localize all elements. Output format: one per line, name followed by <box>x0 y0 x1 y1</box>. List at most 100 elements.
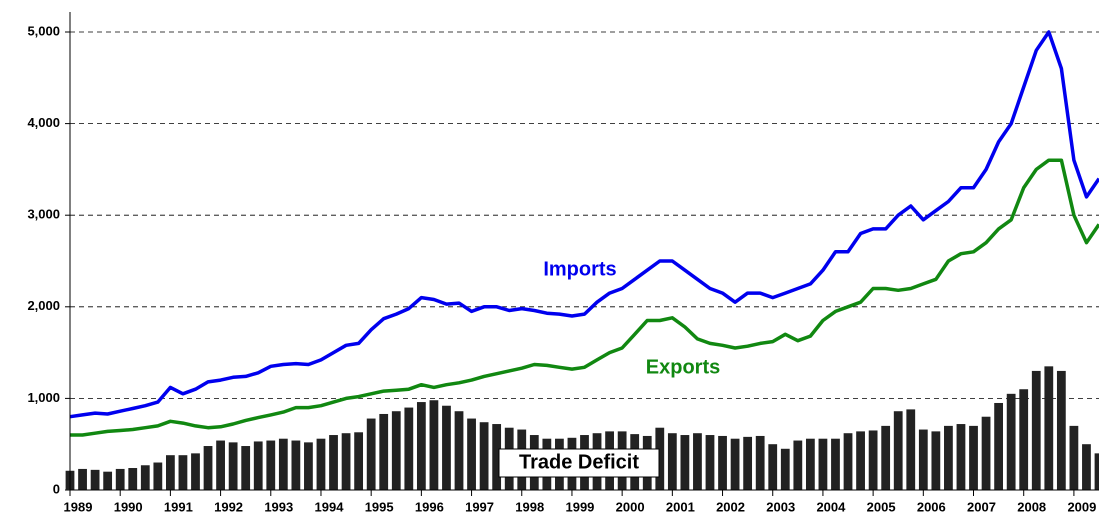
x-tick-label: 1990 <box>114 499 143 514</box>
bar <box>1006 393 1016 490</box>
bar <box>1031 370 1041 490</box>
bar <box>693 433 702 490</box>
bar <box>1069 425 1079 490</box>
series-label: Imports <box>543 258 616 280</box>
bar <box>718 435 727 490</box>
bar <box>667 433 677 490</box>
bar <box>391 411 401 490</box>
bar <box>1082 444 1091 490</box>
bar <box>1056 370 1066 490</box>
y-tick-label: 3,000 <box>27 207 60 222</box>
x-tick-label: 1998 <box>515 499 544 514</box>
bar <box>780 448 790 490</box>
bar <box>316 438 326 490</box>
bar <box>128 468 138 490</box>
bar <box>1094 453 1099 490</box>
line <box>69 30 1099 419</box>
x-tick-label: 1992 <box>214 499 243 514</box>
x-tick-label: 1993 <box>264 499 293 514</box>
y-tick-label: 4,000 <box>27 115 60 130</box>
x-tick-label: 2002 <box>716 499 745 514</box>
bar <box>278 438 288 490</box>
bar <box>981 416 991 490</box>
x-tick-label: 1999 <box>565 499 594 514</box>
bar <box>705 435 715 490</box>
bar <box>78 468 87 490</box>
y-tick-label: 5,000 <box>27 23 60 38</box>
bar <box>203 446 213 490</box>
bar <box>216 440 225 490</box>
bar <box>103 471 113 490</box>
x-tick-label: 2005 <box>867 499 896 514</box>
bar <box>730 438 740 490</box>
bar <box>492 424 502 490</box>
bar <box>266 440 276 490</box>
bar <box>931 431 941 490</box>
bar <box>843 433 853 490</box>
bar <box>253 441 263 490</box>
bar <box>805 438 815 490</box>
bar <box>755 435 765 490</box>
y-tick-label: 2,000 <box>27 298 60 313</box>
bar <box>241 446 251 490</box>
x-tick-label: 2003 <box>766 499 795 514</box>
bar <box>442 405 451 490</box>
x-tick-label: 2004 <box>816 499 846 514</box>
bar <box>140 465 150 490</box>
y-tick-label: 1,000 <box>27 390 60 405</box>
bar <box>178 455 188 490</box>
bar <box>743 436 753 490</box>
x-tick-label: 1994 <box>315 499 345 514</box>
bar <box>893 411 903 490</box>
x-tick-label: 2001 <box>666 499 695 514</box>
bar <box>969 425 978 490</box>
bar <box>680 435 690 490</box>
bar <box>354 432 364 490</box>
x-tick-label: 1991 <box>164 499 193 514</box>
bar <box>454 411 464 490</box>
bar <box>479 422 489 490</box>
x-tick-label: 1997 <box>465 499 494 514</box>
bar <box>881 425 891 490</box>
series-label: Exports <box>646 356 720 378</box>
x-tick-label: 1995 <box>365 499 394 514</box>
bar <box>818 438 828 490</box>
bar <box>404 407 414 490</box>
bar <box>831 438 840 490</box>
bar <box>191 453 200 490</box>
bar <box>165 455 175 490</box>
x-tick-label: 1989 <box>64 499 93 514</box>
bar <box>856 431 865 490</box>
x-tick-label: 2006 <box>917 499 946 514</box>
bar <box>994 402 1004 490</box>
x-tick-label: 2009 <box>1067 499 1096 514</box>
series-label: Trade Deficit <box>519 451 639 473</box>
bar <box>416 402 426 490</box>
bar <box>956 424 966 490</box>
bar <box>379 413 389 490</box>
bar <box>793 440 803 490</box>
bar <box>906 409 916 490</box>
y-tick-label: 0 <box>53 481 60 496</box>
bar <box>153 462 163 490</box>
bar <box>228 442 238 490</box>
bar <box>291 440 301 490</box>
bar <box>304 442 313 490</box>
bar <box>655 427 665 490</box>
label-box <box>498 448 660 478</box>
bar <box>115 468 125 490</box>
line <box>70 158 1099 437</box>
bar <box>1044 366 1054 490</box>
bar <box>944 425 953 490</box>
bar <box>768 444 778 490</box>
bar <box>329 435 338 490</box>
bar <box>1019 389 1029 490</box>
bar <box>467 418 476 490</box>
bar <box>90 469 100 490</box>
x-tick-label: 2007 <box>967 499 996 514</box>
bar <box>366 418 376 490</box>
bar <box>918 429 928 490</box>
bar <box>429 400 439 490</box>
x-tick-label: 1996 <box>415 499 444 514</box>
